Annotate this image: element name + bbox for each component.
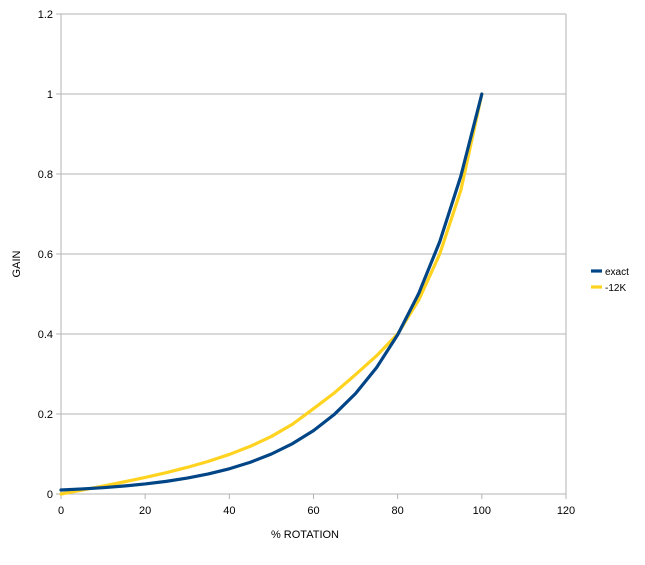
- y-axis-label: GAIN: [11, 251, 23, 278]
- legend-label: exact: [605, 267, 629, 278]
- y-tick-label: 0.4: [38, 329, 53, 341]
- x-tick-label: 60: [307, 505, 319, 517]
- x-tick-label: 80: [392, 505, 404, 517]
- y-tick-label: 1.2: [38, 9, 53, 21]
- series-line-1: [59, 92, 484, 496]
- y-tick-label: 1: [47, 89, 53, 101]
- y-tick-label: 0.8: [38, 169, 53, 181]
- plot-axes: [60, 14, 567, 494]
- y-axis-ticks: 0 0.2 0.4 0.6 0.8 1 1.2: [38, 9, 61, 501]
- x-axis-ticks: 0 20 40 60 80 100 120: [58, 494, 575, 517]
- x-tick-label: 0: [58, 505, 64, 517]
- legend: exact -12K: [591, 267, 629, 294]
- y-tick-label: 0.2: [38, 409, 53, 421]
- series-lines: [59, 92, 484, 496]
- y-tick-label: 0: [47, 489, 53, 501]
- x-tick-label: 40: [223, 505, 235, 517]
- series-line-0: [59, 92, 484, 492]
- x-tick-label: 20: [139, 505, 151, 517]
- x-axis-label: % ROTATION: [271, 529, 339, 541]
- x-tick-label: 100: [473, 505, 491, 517]
- grid-lines: [61, 13, 566, 495]
- legend-label: -12K: [605, 283, 626, 294]
- y-tick-label: 0.6: [38, 249, 53, 261]
- x-tick-label: 120: [557, 505, 575, 517]
